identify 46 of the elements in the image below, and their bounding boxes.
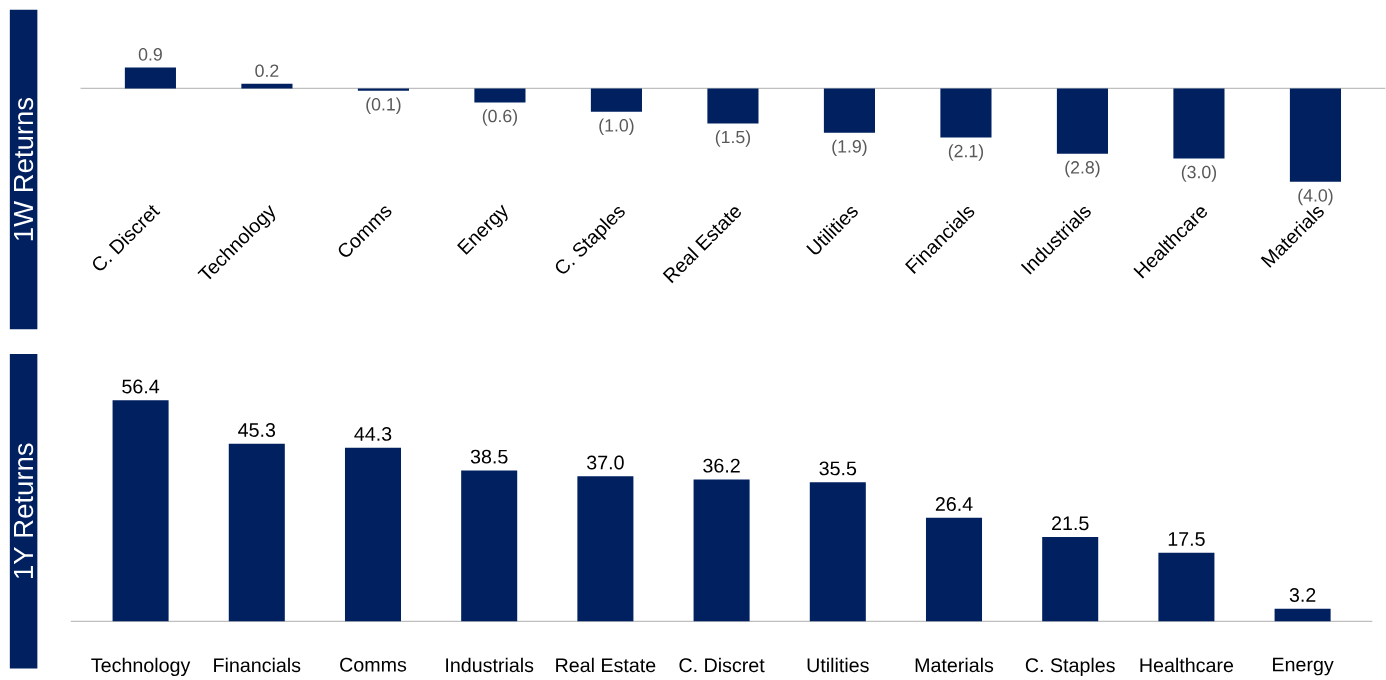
bar [1158,552,1215,622]
x-tick-label: Technology [91,657,191,676]
x-tick-label: Real Estate [556,657,656,672]
x-tick-label: Utilities [807,657,869,672]
bar [577,476,634,622]
x-tick-label: Financials [214,657,301,672]
bar [112,400,169,622]
x-tick-label: C. Discret [679,657,765,672]
x-tick-label: C. Staples [1025,657,1115,676]
data-label: 0.2 [255,64,279,77]
x-tick-label: Energy [1273,657,1334,676]
data-label: 21.5 [1052,516,1089,530]
x-tick-label: Comms [340,657,407,672]
data-label: (2.8) [1065,160,1100,177]
y-axis-title: 1W Returns [14,97,34,240]
data-label: 35.5 [819,461,857,476]
data-label: (1.5) [715,130,751,147]
bar [461,470,518,622]
bar [809,481,866,622]
x-tick-label: Industrials [446,657,534,672]
data-label: 38.5 [470,449,508,464]
y-axis-title: 1Y Returns [14,443,34,578]
data-label: (1.0) [599,118,634,135]
bar [1042,536,1099,622]
bar [228,443,285,622]
data-label: 37.0 [587,455,624,470]
data-label: 36.2 [703,458,740,473]
bar [1274,608,1331,622]
data-label: 0.9 [138,47,162,61]
x-tick-label: Materials [915,657,994,672]
x-tick-label: Healthcare [1140,657,1234,672]
data-label: 44.3 [354,426,392,441]
data-label: (0.1) [366,97,401,114]
data-label: 26.4 [935,496,973,511]
data-label: 45.3 [238,422,276,437]
bar [693,479,750,622]
data-label: 17.5 [1168,531,1205,546]
data-label: (3.0) [1181,165,1217,182]
data-label: 3.2 [1289,587,1316,602]
data-label: 56.4 [122,379,160,394]
data-label: (1.9) [832,139,867,156]
data-label: (2.1) [948,144,984,161]
data-label: (4.0) [1298,188,1333,205]
bar [925,517,983,622]
bar [344,447,402,622]
data-label: (0.6) [482,109,518,126]
